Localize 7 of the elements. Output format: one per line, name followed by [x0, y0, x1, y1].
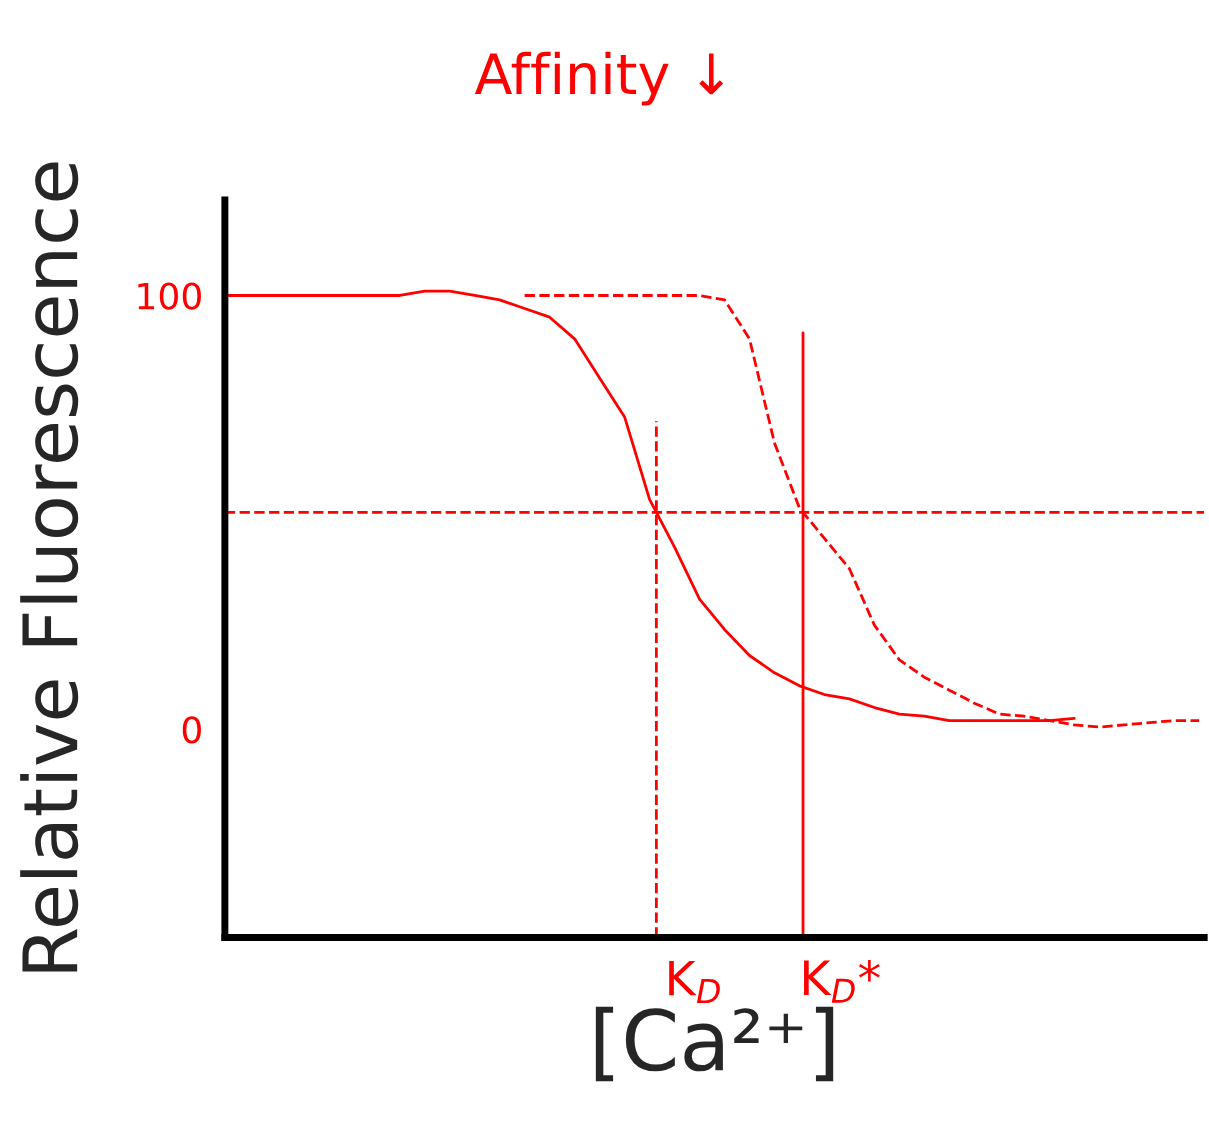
y-axis-title: Relative Fluorescence	[20, 162, 79, 972]
y-tick-label: 100	[138, 282, 201, 310]
text: K$_{D}$*	[804, 960, 880, 1003]
x-axis-title: [Ca²⁺]	[595, 1006, 834, 1082]
text: Affinity ↓	[474, 51, 724, 106]
y-tick-label: 0	[182, 716, 201, 744]
text: K$_{D}$	[669, 960, 720, 1004]
